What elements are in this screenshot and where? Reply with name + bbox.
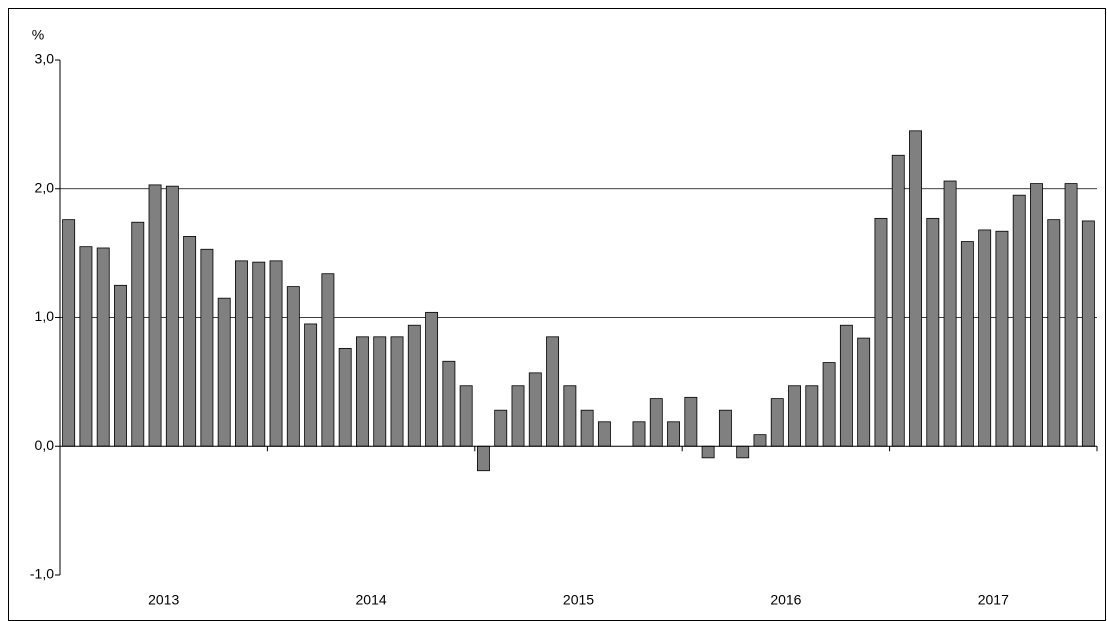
bar	[667, 421, 681, 447]
bar	[1030, 183, 1043, 447]
y-tick-label: 0,0	[35, 437, 55, 453]
bar	[632, 421, 646, 447]
bar	[995, 230, 1009, 447]
bar	[511, 385, 525, 447]
bar	[148, 184, 162, 447]
bar	[96, 247, 110, 447]
bar	[805, 385, 819, 447]
bar	[165, 185, 179, 447]
bar	[321, 273, 335, 447]
bar	[390, 336, 404, 447]
bar	[580, 409, 594, 447]
y-tick-label: 1,0	[35, 308, 55, 324]
bar	[978, 229, 992, 447]
y-tick-label: 3,0	[35, 51, 55, 67]
bar	[494, 409, 508, 447]
bar	[891, 154, 905, 447]
bar	[943, 180, 957, 447]
y-tick-label: -1,0	[30, 566, 54, 582]
bar	[1064, 183, 1078, 447]
bar	[338, 347, 352, 447]
bar	[597, 421, 611, 447]
bar	[79, 246, 93, 447]
y-tick-label: 2,0	[35, 179, 55, 195]
x-tick-label: 2014	[356, 592, 387, 608]
bar	[546, 336, 560, 447]
bar	[839, 324, 853, 447]
bar	[286, 286, 300, 447]
bar	[528, 372, 542, 447]
bar	[718, 409, 732, 447]
x-tick-label: 2013	[148, 592, 179, 608]
bar	[252, 261, 266, 447]
bar	[269, 260, 283, 447]
bar	[822, 362, 836, 447]
bar	[442, 360, 456, 447]
bar	[217, 297, 231, 447]
bar	[1012, 194, 1026, 447]
bar	[1081, 220, 1095, 447]
y-unit: %	[32, 27, 44, 43]
bar	[407, 324, 421, 447]
bar	[701, 445, 715, 459]
bar	[874, 217, 888, 447]
bar	[200, 248, 214, 447]
bar	[736, 445, 750, 459]
bar	[770, 398, 784, 447]
bar	[1047, 219, 1061, 447]
bar	[373, 336, 387, 447]
x-tick-label: 2017	[978, 592, 1009, 608]
x-tick-label: 2015	[563, 592, 594, 608]
bar	[459, 385, 473, 447]
bar	[788, 385, 801, 447]
bar	[356, 336, 369, 447]
bar	[684, 396, 698, 447]
bar	[476, 445, 490, 472]
bar	[235, 260, 248, 447]
bar	[114, 284, 127, 447]
bar	[857, 337, 871, 447]
bar	[960, 241, 974, 447]
bar	[131, 221, 145, 447]
bar	[909, 130, 922, 447]
x-tick-label: 2016	[770, 592, 801, 608]
bar	[62, 219, 76, 447]
bar	[425, 311, 439, 447]
bar	[183, 235, 197, 447]
bar	[753, 434, 767, 447]
bar	[649, 398, 663, 447]
bar	[563, 385, 577, 447]
bar	[304, 323, 318, 447]
bar	[926, 217, 940, 447]
